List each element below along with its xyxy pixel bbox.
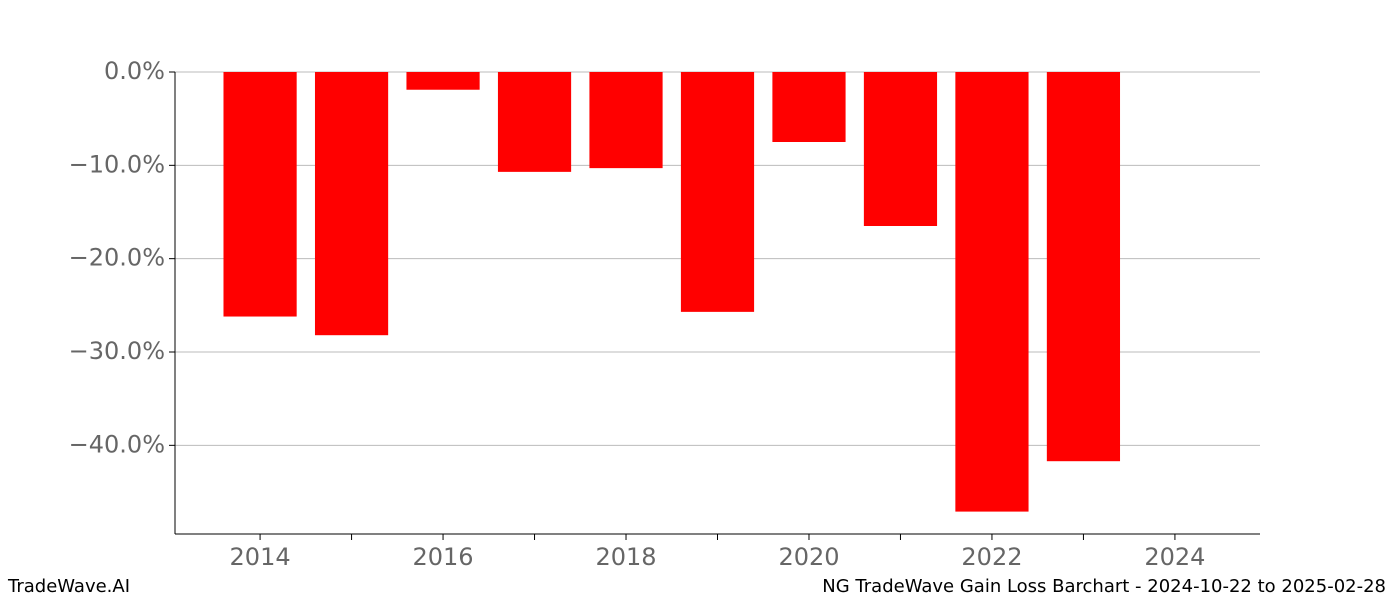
bar — [680, 72, 755, 312]
y-tick-label: −30.0% — [69, 337, 165, 365]
x-tick-label: 2020 — [778, 543, 839, 571]
bar — [497, 72, 572, 172]
bar — [589, 72, 663, 169]
x-tick-label: 2024 — [1144, 543, 1205, 571]
y-tick-label: −40.0% — [69, 430, 165, 458]
bar — [955, 72, 1029, 512]
chart-title: NG TradeWave Gain Loss Barchart - 2024-1… — [822, 576, 1386, 597]
y-tick-label: −20.0% — [69, 244, 165, 272]
bar — [772, 72, 846, 142]
bar — [1046, 72, 1121, 462]
x-tick-label: 2018 — [595, 543, 656, 571]
bar — [223, 72, 297, 317]
x-tick-label: 2016 — [413, 543, 474, 571]
bar — [406, 72, 480, 90]
bar — [863, 72, 938, 226]
bar — [314, 72, 389, 336]
y-tick-label: 0.0% — [104, 57, 165, 85]
footer-left: TradeWave.AI — [7, 576, 130, 597]
x-tick-label: 2014 — [230, 543, 291, 571]
y-tick-label: −10.0% — [69, 150, 165, 178]
x-tick-label: 2022 — [961, 543, 1022, 571]
